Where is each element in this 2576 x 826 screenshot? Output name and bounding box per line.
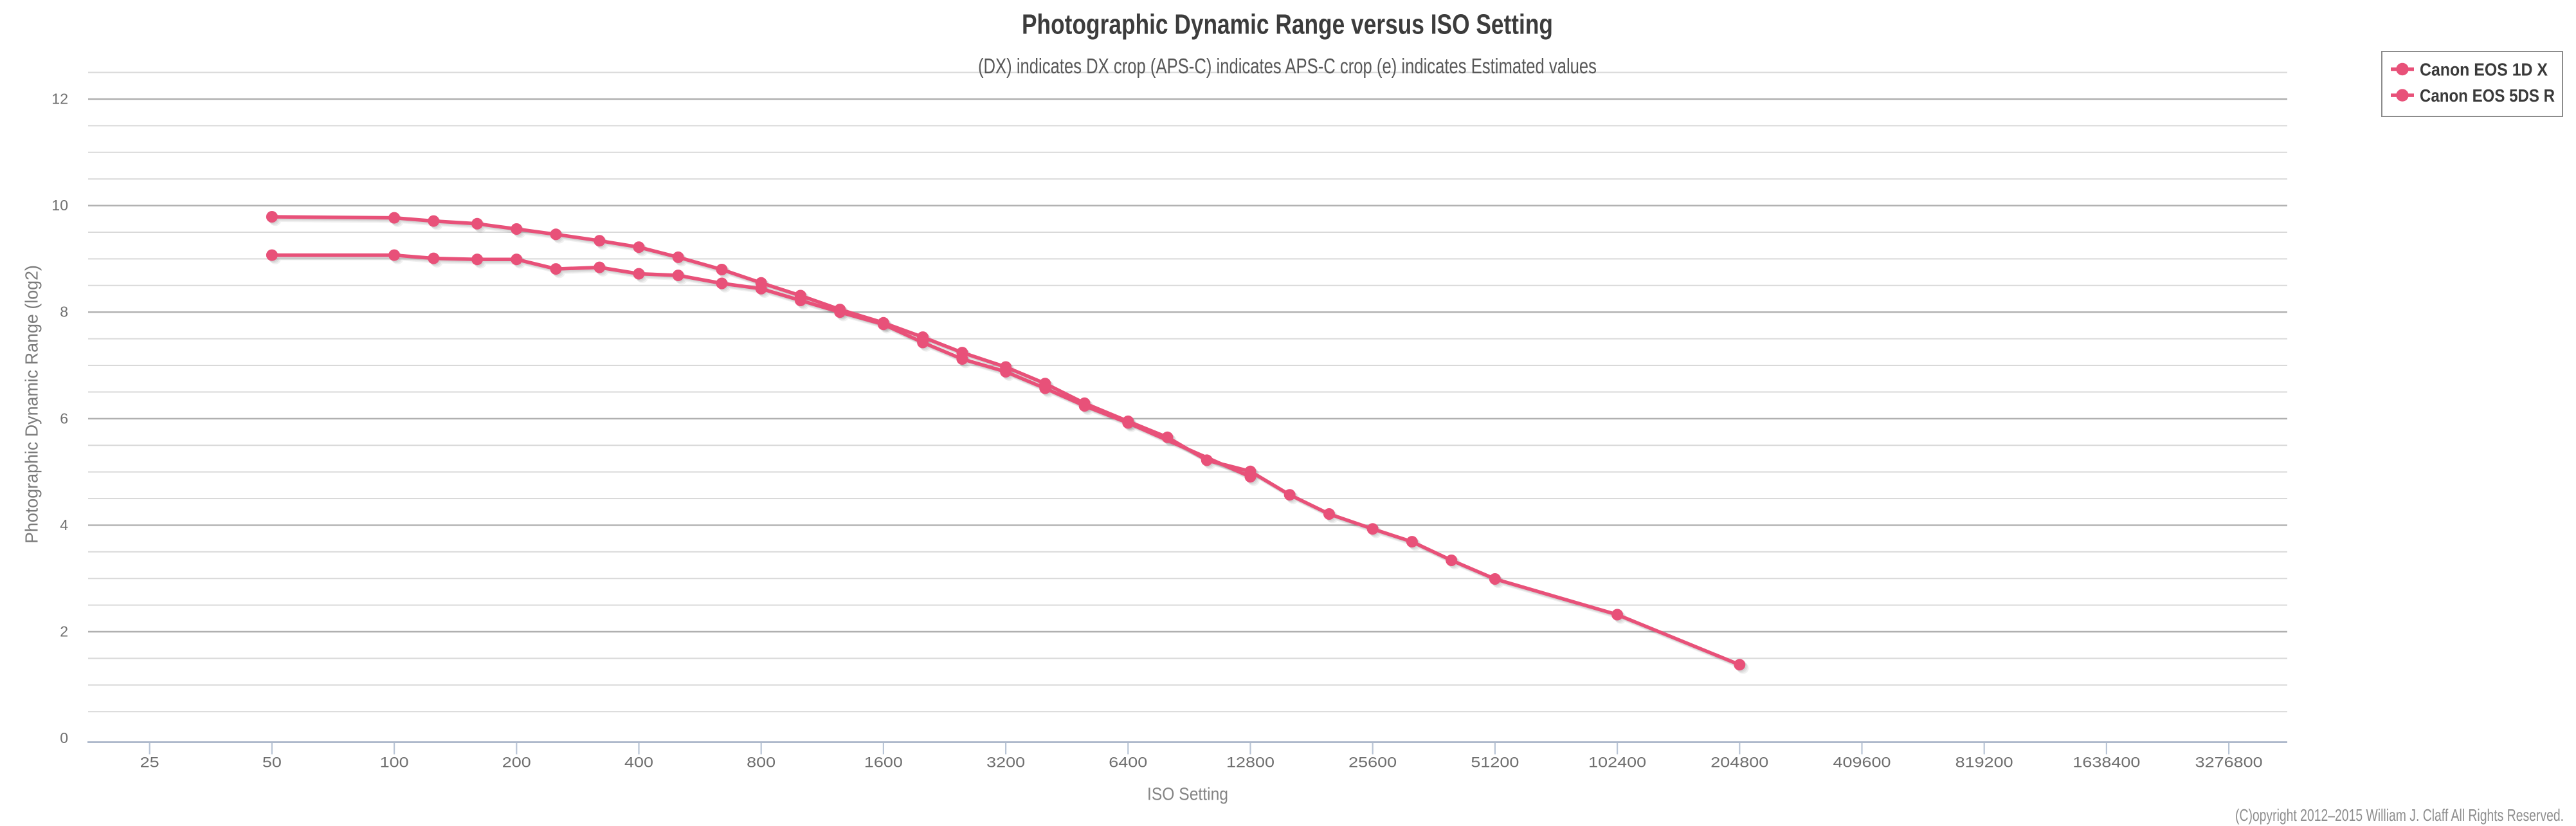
- svg-text:Photographic Dynamic Range ver: Photographic Dynamic Range versus ISO Se…: [1022, 9, 1553, 41]
- svg-text:25600: 25600: [1348, 755, 1397, 771]
- svg-text:(DX) indicates DX crop (APS-C): (DX) indicates DX crop (APS-C) indicates…: [978, 54, 1597, 78]
- svg-text:102400: 102400: [1588, 755, 1646, 771]
- svg-text:12: 12: [51, 91, 68, 107]
- svg-text:400: 400: [624, 755, 653, 771]
- svg-text:204800: 204800: [1710, 755, 1768, 771]
- svg-text:819200: 819200: [1955, 755, 2013, 771]
- svg-text:(C)opyright 2012–2015 William: (C)opyright 2012–2015 William J. Claff A…: [2235, 805, 2564, 825]
- svg-text:Canon EOS 1D X: Canon EOS 1D X: [2420, 60, 2548, 80]
- svg-text:ISO Setting: ISO Setting: [1147, 784, 1228, 804]
- svg-text:50: 50: [262, 755, 282, 771]
- svg-text:200: 200: [502, 755, 531, 771]
- svg-text:3200: 3200: [986, 755, 1025, 771]
- svg-text:409600: 409600: [1833, 755, 1891, 771]
- svg-text:3276800: 3276800: [2195, 755, 2263, 771]
- svg-text:10: 10: [51, 197, 68, 214]
- svg-text:6: 6: [60, 410, 68, 427]
- svg-text:2: 2: [60, 623, 68, 640]
- svg-text:Canon EOS 5DS R: Canon EOS 5DS R: [2420, 86, 2555, 106]
- svg-text:4: 4: [60, 517, 68, 533]
- svg-text:51200: 51200: [1471, 755, 1519, 771]
- svg-text:25: 25: [140, 755, 159, 771]
- svg-text:1638400: 1638400: [2073, 755, 2140, 771]
- svg-text:0: 0: [60, 730, 68, 746]
- svg-text:Photographic Dynamic Range (lo: Photographic Dynamic Range (log2): [22, 265, 42, 544]
- svg-text:8: 8: [60, 304, 68, 320]
- svg-text:12800: 12800: [1226, 755, 1274, 771]
- svg-text:800: 800: [747, 755, 776, 771]
- svg-text:1600: 1600: [864, 755, 903, 771]
- svg-text:6400: 6400: [1109, 755, 1147, 771]
- svg-text:100: 100: [380, 755, 409, 771]
